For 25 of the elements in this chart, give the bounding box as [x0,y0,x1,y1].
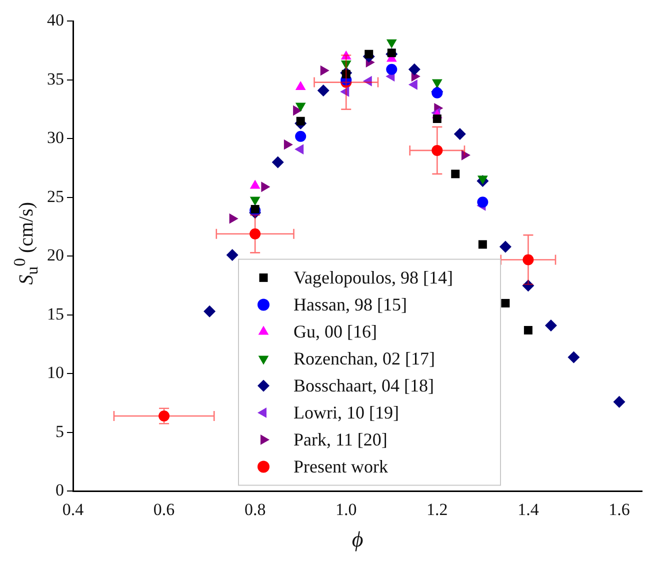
legend-label: Bosschaart, 04 [18] [294,375,434,396]
legend-label: Gu, 00 [16] [294,321,377,342]
y-tick-label: 25 [47,186,64,206]
legend-label: Vagelopoulos, 98 [14] [294,267,453,288]
x-tick-label: 0.6 [153,500,175,519]
y-tick-label: 10 [47,363,64,382]
legend-label: Lowri, 10 [19] [294,402,399,422]
x-axis-title: ϕ [352,526,364,552]
legend-label: Present work [294,456,388,476]
legend-label: Rozenchan, 02 [17] [294,348,435,368]
y-tick-label: 15 [47,304,64,324]
x-tick-label: 0.8 [244,500,266,519]
legend-label: Park, 11 [20] [294,429,388,450]
y-tick-label: 30 [47,128,64,148]
x-tick-label: 1.6 [608,500,630,519]
y-tick-label: 20 [47,246,64,265]
y-tick-label: 40 [47,10,64,30]
y-tick-label: 0 [56,480,64,500]
x-tick-label: 1.4 [518,500,540,519]
x-tick-label: 0.4 [62,500,84,519]
y-tick-label: 5 [56,422,64,441]
y-tick-label: 35 [47,69,64,88]
legend-label: Hassan, 98 [15] [294,294,407,314]
x-tick-label: 1.2 [426,500,448,519]
x-tick-label: 1.0 [335,500,357,519]
